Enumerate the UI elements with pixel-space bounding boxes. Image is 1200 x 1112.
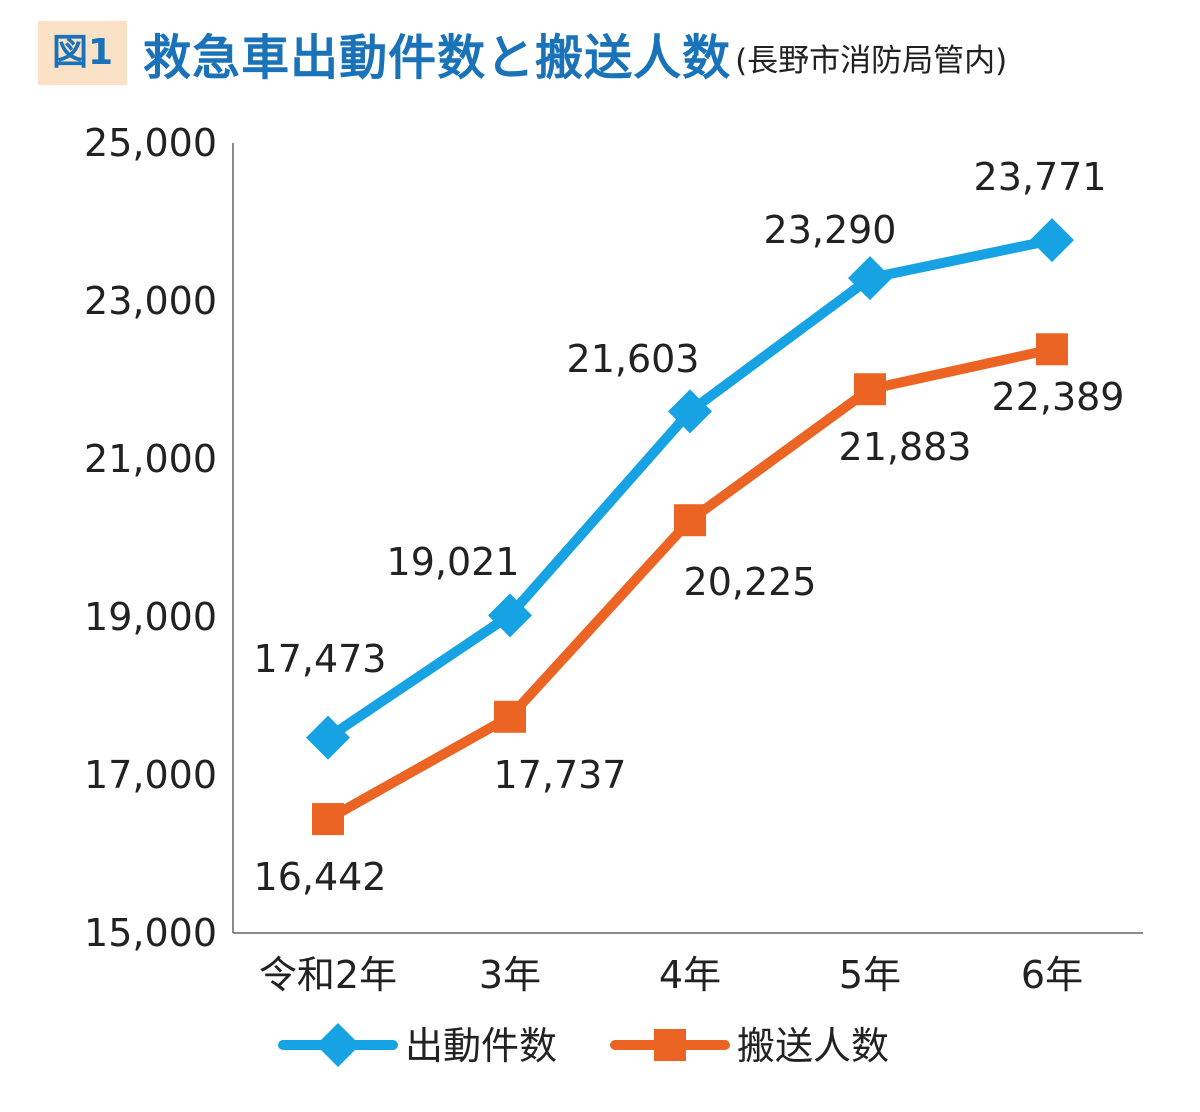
legend-label: 搬送人数 [737, 1024, 889, 1068]
diamond-marker [488, 593, 532, 638]
diamond-marker [306, 715, 350, 760]
diamond-marker [1030, 218, 1074, 263]
data-label: 17,737 [494, 753, 627, 797]
chart-header: 図1 救急車出動件数と搬送人数 (長野市消防局管内) [38, 18, 1007, 88]
x-axis-categories: 令和2年 3年 4年 5年 6年 [259, 953, 1083, 997]
data-label: 21,883 [839, 425, 972, 469]
square-marker [1036, 333, 1068, 366]
y-axis-ticks: 15,000 17,000 19,000 21,000 23,000 25,000 [84, 121, 217, 955]
diamond-marker [668, 389, 712, 434]
x-category-label: 5年 [839, 953, 901, 997]
data-label: 23,290 [764, 208, 897, 252]
data-label: 16,442 [254, 855, 387, 899]
data-label: 19,021 [387, 540, 520, 584]
y-tick-label: 23,000 [84, 279, 217, 323]
x-category-label: 4年 [659, 953, 721, 997]
y-tick-label: 21,000 [84, 437, 217, 481]
square-marker [854, 373, 886, 406]
figure-label: 図1 [38, 21, 128, 85]
y-tick-label: 17,000 [84, 753, 217, 797]
y-tick-label: 19,000 [84, 595, 217, 639]
x-category-label: 3年 [479, 953, 541, 997]
x-category-label: 6年 [1021, 953, 1083, 997]
data-label: 23,771 [974, 155, 1107, 199]
series-line-1 [323, 235, 1057, 743]
legend-square-marker [654, 1029, 686, 1061]
legend-diamond-marker [316, 1023, 360, 1067]
y-tick-label: 15,000 [84, 911, 217, 955]
chart-series [306, 218, 1074, 836]
data-label: 21,603 [567, 337, 700, 381]
data-label: 22,389 [992, 375, 1125, 419]
data-label: 20,225 [684, 560, 817, 604]
chart-axes [232, 143, 1143, 934]
diamond-marker [848, 256, 892, 301]
chart-legend: 出動件数 搬送人数 [278, 1023, 889, 1068]
chart-title: 救急車出動件数と搬送人数 [143, 30, 732, 86]
square-marker [674, 504, 706, 537]
data-labels: 17,473 19,021 21,603 23,290 23,771 16,442 17,7… [254, 155, 1125, 899]
data-label: 17,473 [254, 637, 387, 681]
x-category-label: 令和2年 [259, 953, 397, 997]
square-marker [494, 700, 526, 733]
chart-subtitle: (長野市消防局管内) [735, 42, 1008, 79]
legend-label: 出動件数 [405, 1024, 557, 1068]
square-marker [312, 803, 344, 836]
y-tick-label: 25,000 [84, 121, 217, 165]
